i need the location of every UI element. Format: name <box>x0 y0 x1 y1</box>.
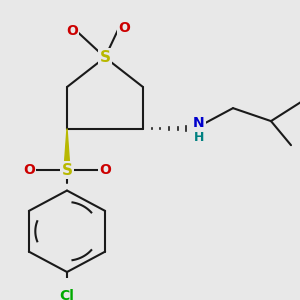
Polygon shape <box>64 128 70 170</box>
Text: Cl: Cl <box>60 289 74 300</box>
Text: H: H <box>194 131 204 144</box>
Text: N: N <box>193 116 205 130</box>
Text: S: S <box>61 163 73 178</box>
Text: O: O <box>99 163 111 177</box>
Text: S: S <box>100 50 110 65</box>
Text: O: O <box>66 25 78 38</box>
Text: O: O <box>23 163 35 177</box>
Text: O: O <box>118 21 130 35</box>
